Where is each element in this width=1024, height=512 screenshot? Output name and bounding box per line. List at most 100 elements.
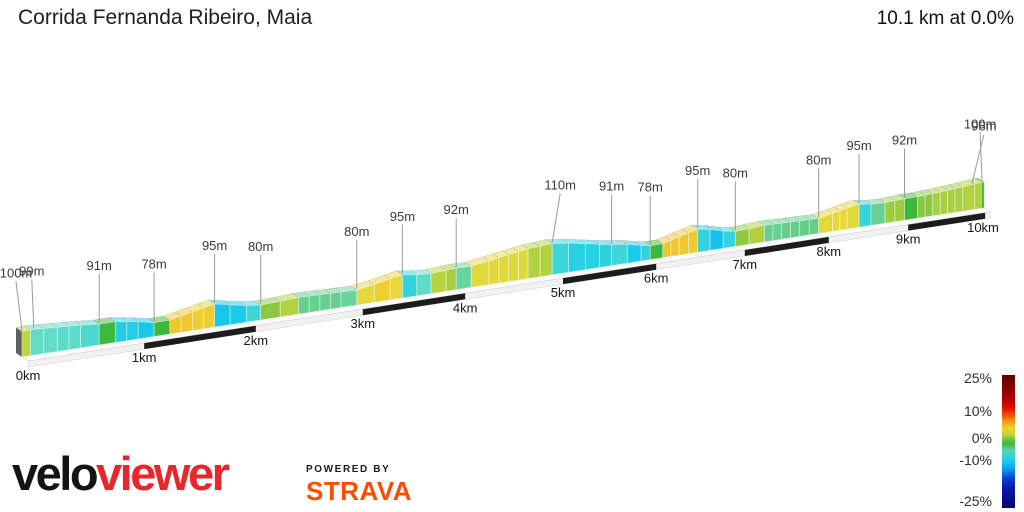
segment-front-face [21, 329, 31, 358]
segment-front-face [781, 221, 791, 240]
segment-front-face [764, 223, 774, 243]
segment-front-face [298, 295, 310, 315]
segment-front-face [498, 254, 510, 284]
segment-front-face [539, 243, 553, 278]
elevation-label: 95m [202, 238, 227, 253]
km-label: 2km [244, 333, 269, 348]
segment-front-face [508, 251, 519, 283]
segment-front-face [488, 257, 500, 286]
segment-front-face [43, 326, 58, 355]
segment-front-face [626, 243, 642, 264]
segment-front-face [416, 273, 432, 297]
km-label: 4km [453, 300, 478, 315]
segment-front-face [340, 289, 358, 308]
segment-front-face [939, 189, 948, 216]
km-label: 8km [817, 244, 842, 259]
km-band-dark [563, 263, 657, 285]
segment-front-face [518, 248, 529, 281]
segment-front-face [870, 202, 886, 226]
elevation-label: 100m [964, 116, 997, 131]
elevation-leader-line [15, 281, 23, 331]
segment-front-face [98, 321, 116, 346]
segment-front-face [455, 265, 472, 291]
segment-front-face [649, 243, 664, 261]
elevation-leader-line [31, 279, 35, 329]
segment-front-face [214, 303, 231, 328]
strava-wordmark: STRAVA [306, 476, 413, 506]
km-label: 7km [733, 257, 758, 272]
segment-front-face [709, 228, 724, 251]
elevation-label: 110m [544, 178, 576, 193]
segment-front-face [858, 203, 872, 228]
elevation-label: 91m [87, 258, 112, 273]
segment-front-face [246, 304, 262, 323]
km-label: 5km [551, 285, 576, 300]
segment-front-face [611, 243, 628, 267]
elevation-leader-line [971, 134, 985, 184]
profile-side-face [16, 327, 22, 357]
segment-front-face [68, 324, 82, 351]
elevation-label: 80m [344, 224, 369, 239]
segment-front-face [688, 228, 699, 255]
elevation-label: 95m [846, 138, 871, 153]
segment-front-face [974, 181, 982, 210]
elevation-leader-line [979, 132, 983, 182]
km-label: 3km [351, 316, 376, 331]
legend-tick-label: -25% [959, 493, 992, 510]
segment-front-face [846, 203, 860, 230]
segment-front-face [319, 292, 331, 312]
segment-front-face [832, 210, 841, 232]
segment-front-face [191, 307, 204, 332]
segment-front-face [808, 218, 820, 236]
elevation-label: 99m [19, 264, 44, 279]
elevation-label: 80m [723, 165, 748, 180]
segment-front-face [585, 243, 600, 271]
elevation-label: 80m [806, 152, 831, 167]
distance-gradient-stat: 10.1 km at 0.0% [876, 8, 1014, 29]
segment-front-face [894, 198, 905, 223]
segment-front-face [799, 219, 810, 237]
segment-front-face [153, 319, 171, 337]
elevation-label: 95m [685, 163, 710, 178]
km-label: 9km [896, 232, 921, 247]
segment-front-face [772, 222, 782, 242]
segment-front-face [568, 242, 586, 273]
gradient-legend-bar [1002, 375, 1015, 508]
elevation-label: 91m [599, 179, 624, 194]
segment-front-face [670, 236, 680, 257]
veloviewer-logo: veloviewer [12, 447, 230, 500]
logo-velo: velo [12, 447, 99, 500]
segment-front-face [137, 321, 155, 340]
segment-front-face [389, 274, 403, 301]
km-label: 10km [967, 220, 999, 235]
segment-front-face [527, 245, 541, 279]
segment-front-face [790, 220, 801, 239]
km-band-dark [744, 236, 829, 256]
segment-front-face [402, 274, 418, 299]
segment-front-face [56, 325, 70, 352]
segment-front-face [330, 291, 342, 310]
platform-top [21, 207, 991, 362]
segment-front-face [748, 224, 765, 245]
segment-front-face [734, 228, 750, 247]
elevation-label: 95m [390, 209, 415, 224]
km-band-dark [908, 212, 986, 231]
segment-front-face [917, 194, 926, 219]
segment-front-face [203, 303, 215, 330]
segment-front-face [114, 321, 128, 343]
page-title: Corrida Fernanda Ribeiro, Maia [18, 6, 313, 29]
segment-front-face [884, 200, 896, 224]
segment-front-face [678, 232, 689, 256]
logo-viewer: viewer [96, 447, 230, 500]
segment-front-face [924, 193, 934, 218]
segment-front-face [80, 323, 100, 349]
segment-front-face [551, 242, 569, 276]
km-band-dark [144, 325, 256, 350]
km-label: 6km [644, 271, 669, 286]
elevation-leader-line [551, 193, 561, 243]
legend-tick-label: 10% [963, 402, 992, 419]
segment-front-face [260, 300, 281, 321]
elevation-label: 78m [638, 180, 663, 195]
